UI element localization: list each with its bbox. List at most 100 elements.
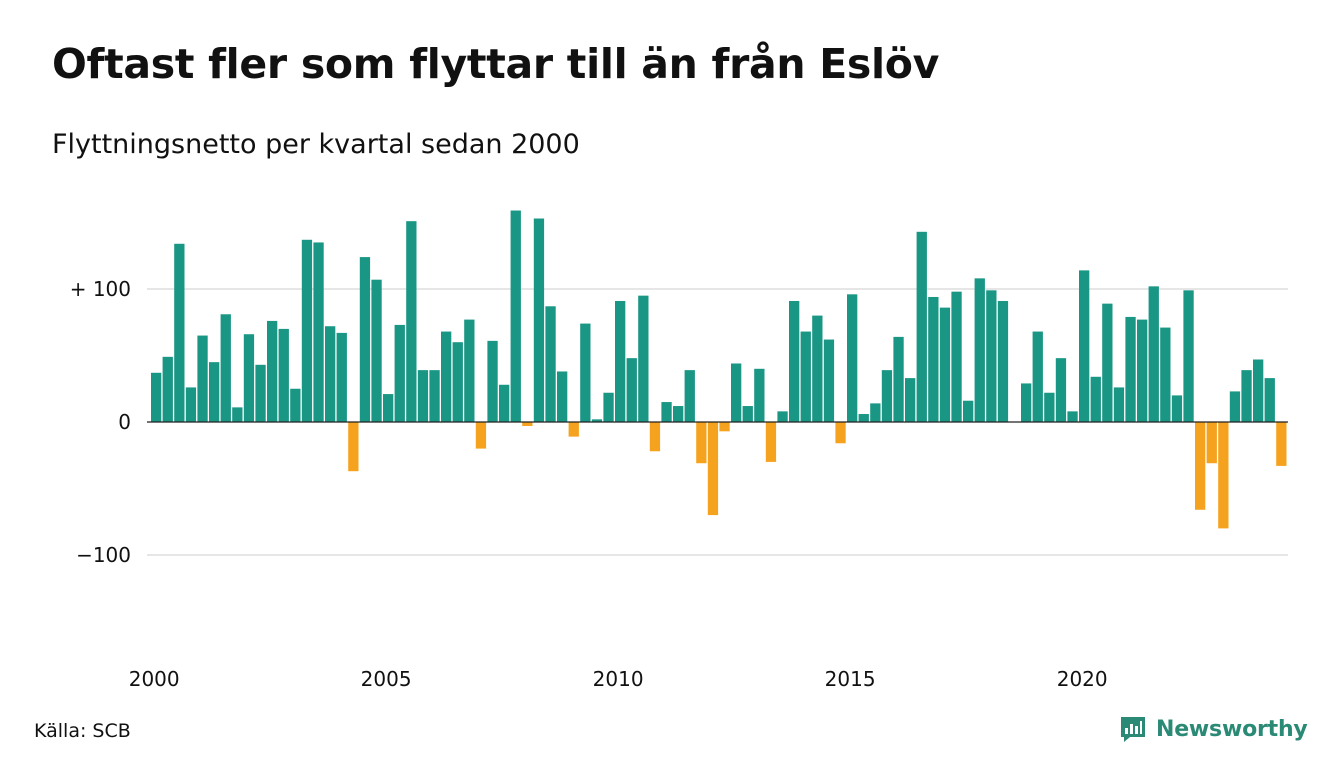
bar — [626, 358, 637, 422]
bar — [835, 422, 846, 444]
bar — [754, 368, 765, 422]
bar — [661, 402, 672, 422]
bar — [348, 422, 359, 472]
bar — [580, 323, 591, 422]
bar — [1276, 422, 1287, 466]
bar — [858, 414, 869, 422]
bar — [1137, 319, 1148, 422]
x-axis-labels: 2000 2005 2010 2015 2020 — [129, 667, 1108, 691]
bar — [939, 307, 951, 422]
bar — [1090, 376, 1101, 422]
bar — [603, 392, 614, 422]
bar — [533, 218, 545, 422]
bar — [232, 407, 243, 422]
bar — [510, 210, 521, 422]
brand-logo[interactable]: Newsworthy — [1118, 714, 1308, 744]
bar — [986, 290, 997, 422]
bar — [499, 384, 510, 422]
y-tick-label: + 100 — [70, 277, 131, 301]
bar — [464, 319, 475, 422]
bar — [220, 314, 231, 422]
bar — [325, 326, 336, 422]
bar — [812, 315, 823, 422]
chart-title: Oftast fler som flyttar till än från Esl… — [52, 40, 940, 88]
bar — [673, 406, 684, 422]
bar — [916, 231, 927, 422]
bar — [557, 371, 568, 422]
y-tick-label: −100 — [76, 543, 131, 567]
bar — [185, 387, 197, 422]
y-tick-label: 0 — [118, 410, 131, 434]
bar — [707, 422, 719, 516]
bar — [487, 340, 498, 422]
bar — [371, 279, 382, 422]
bar — [162, 356, 173, 422]
bar — [1253, 359, 1264, 422]
bar — [1125, 316, 1136, 422]
bar — [789, 300, 800, 422]
bar — [638, 295, 649, 422]
bar — [928, 296, 939, 422]
bar — [1079, 270, 1090, 422]
bar — [255, 364, 266, 422]
bar — [591, 419, 603, 422]
bar — [1171, 395, 1183, 422]
bar — [522, 422, 533, 426]
bar — [1032, 331, 1043, 422]
bar — [719, 422, 730, 432]
bar — [1206, 422, 1217, 464]
bar — [974, 278, 985, 422]
bar — [1021, 383, 1032, 422]
bar — [197, 335, 208, 422]
bar — [777, 411, 788, 422]
bar — [475, 422, 487, 449]
gridlines — [147, 288, 1288, 556]
bar — [615, 300, 626, 422]
bar — [905, 378, 916, 422]
bar — [1160, 327, 1171, 422]
source-note: Källa: SCB — [34, 720, 131, 742]
bar — [394, 324, 405, 422]
x-tick-label: 2020 — [1057, 667, 1108, 691]
bar — [429, 370, 440, 422]
bar — [406, 221, 417, 422]
bar — [568, 422, 579, 437]
x-tick-label: 2005 — [361, 667, 412, 691]
bar — [881, 370, 893, 422]
x-tick-label: 2000 — [129, 667, 180, 691]
bar — [731, 363, 742, 422]
bar — [696, 422, 707, 464]
bar — [823, 339, 835, 422]
bar — [336, 332, 347, 422]
bar — [290, 388, 301, 422]
bar — [1148, 286, 1159, 422]
bar — [765, 422, 777, 462]
bar — [1195, 422, 1206, 510]
bar — [1241, 370, 1252, 422]
bar — [893, 336, 904, 422]
bar — [951, 291, 962, 422]
bar — [267, 320, 278, 422]
y-axis-labels: + 100 0 −100 — [70, 277, 131, 567]
bar — [151, 372, 162, 422]
bar — [174, 243, 185, 422]
x-tick-label: 2015 — [825, 667, 876, 691]
brand-name: Newsworthy — [1156, 716, 1308, 742]
bars — [147, 210, 1288, 529]
bar — [452, 342, 463, 422]
bar — [742, 406, 753, 422]
bar — [1218, 422, 1229, 529]
bar-chart: + 100 0 −100 2000 2005 2010 2015 2020 — [70, 210, 1288, 691]
bar — [1229, 391, 1241, 422]
bar — [1055, 358, 1067, 422]
bar — [1067, 411, 1078, 422]
bar — [684, 370, 695, 422]
x-tick-label: 2010 — [593, 667, 644, 691]
bar — [417, 370, 429, 422]
bar — [1102, 303, 1113, 422]
bar — [278, 328, 289, 422]
bar — [1264, 378, 1275, 422]
bar — [870, 403, 881, 422]
bar — [649, 422, 661, 452]
newsworthy-logo-icon — [1121, 717, 1145, 742]
